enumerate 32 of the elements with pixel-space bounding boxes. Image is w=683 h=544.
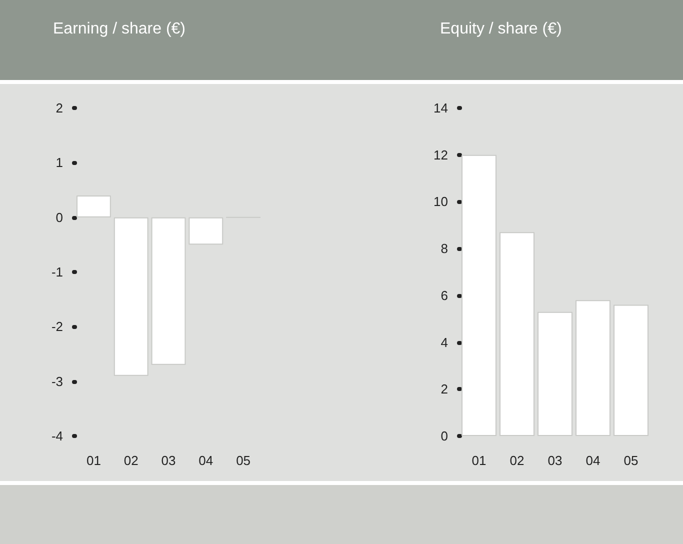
x-tick-label: 04 [586,453,600,468]
x-tick-label: 05 [624,453,638,468]
x-tick-label: 01 [86,453,101,468]
y-tick-label: -3 [51,374,63,389]
y-tick-label: 6 [440,288,448,303]
bar [462,154,496,436]
y-tick-label: -2 [51,319,63,334]
y-tick-label: 0 [56,210,63,225]
chart-title: Earning / share (€) [53,20,186,38]
x-tick-label: 03 [161,453,176,468]
x-tick-label: 02 [510,453,524,468]
y-tick-label: 8 [440,241,448,256]
y-tick-label: 1 [56,155,63,170]
bar [614,304,648,436]
x-tick-label: 04 [198,453,214,468]
y-tick-label: 12 [434,147,448,162]
y-tick-label: 0 [440,428,448,444]
y-tick-label: 2 [440,382,448,397]
bar [538,312,572,436]
y-tick-label: 14 [434,100,448,116]
bar [500,232,534,436]
chart-title: Equity / share (€) [440,20,562,38]
x-tick-label: 01 [472,453,486,468]
x-tick-label: 03 [548,453,562,468]
x-tick-label: 02 [124,453,138,468]
y-tick-label: 10 [434,194,448,210]
bar [576,300,610,436]
y-tick-label: 2 [56,100,63,116]
x-tick-label: 05 [236,453,251,468]
y-tick-label: -1 [51,264,63,280]
y-tick-label: -4 [51,428,63,444]
y-tick-label: 4 [440,334,448,350]
